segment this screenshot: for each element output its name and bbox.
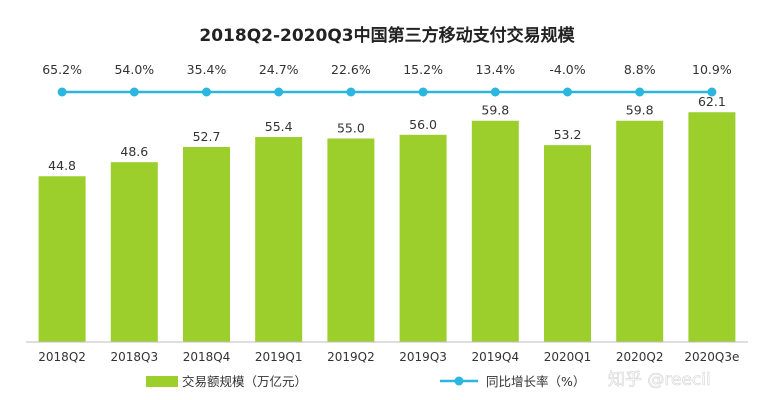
bar-value-label: 56.0 [409,117,437,132]
growth-rate-label: 35.4% [187,62,227,77]
growth-point-2019Q4 [490,87,500,97]
x-tick-label: 2020Q2 [616,350,664,364]
bar-value-label: 62.1 [698,94,726,109]
growth-rate-label: 54.0% [114,62,154,77]
x-axis-ticks: 2018Q2 2018Q3 2018Q4 2019Q1 2019Q2 2019Q3 2019… [38,350,739,364]
growth-rate-label: 10.9% [692,62,732,77]
bar-2020Q3e [688,112,736,342]
growth-rate-label: 22.6% [331,62,371,77]
bar-value-label: 59.8 [626,103,654,118]
growth-point-2018Q2 [57,87,67,97]
x-tick-label: 2018Q2 [38,350,86,364]
bar-2019Q3 [399,134,447,342]
growth-rate-series: 65.2% 54.0% 35.4% 24.7% 22.6% 15.2% 13.4% -4.0%… [42,62,732,97]
growth-point-2018Q4 [202,87,211,97]
growth-point-2018Q3 [129,87,139,97]
growth-point-2020Q1 [563,87,572,97]
bar-2019Q2 [327,138,375,342]
growth-rate-label: 65.2% [42,62,82,77]
growth-point-2019Q1 [274,87,284,97]
growth-rate-label: 24.7% [259,62,299,77]
bar-value-label: 52.7 [193,129,221,144]
growth-rate-label: 15.2% [403,62,443,77]
x-tick-label: 2019Q2 [327,350,375,364]
growth-rate-label: 13.4% [475,62,515,77]
bar-2020Q1 [544,145,591,342]
bar-value-label: 59.8 [481,103,509,118]
bar-value-label: 44.8 [48,158,76,173]
x-tick-label: 2019Q4 [471,350,519,364]
transaction-volume-series: 44.8 48.6 52.7 55.4 55.0 56.0 59.8 53.2 59.8 62.1 [38,94,736,343]
bar-2018Q2 [38,176,86,342]
bar-value-label: 53.2 [554,127,582,142]
x-tick-label: 2020Q1 [544,350,592,364]
bar-2018Q4 [183,147,230,342]
growth-rate-label: 8.8% [624,62,656,77]
growth-point-2020Q2 [635,87,645,97]
growth-rate-label: -4.0% [549,62,585,77]
bar-value-label: 55.4 [265,119,293,134]
x-tick-label: 2019Q1 [255,350,303,364]
x-tick-label: 2018Q3 [110,350,158,364]
bar-2019Q1 [255,137,303,342]
chart-title: 2018Q2-2020Q3中国第三方移动支付交易规模 [199,25,575,46]
legend-bar-swatch [146,376,178,387]
growth-point-2019Q3 [418,87,428,97]
growth-point-2019Q2 [346,87,356,97]
bar-value-label: 48.6 [120,144,148,159]
watermark: 知乎 @reecii [608,370,711,390]
legend-line-marker [454,376,464,386]
legend-line-label: 同比增长率（%） [486,374,585,389]
bar-2019Q4 [471,120,519,343]
x-tick-label: 2019Q3 [399,350,447,364]
legend-bar-label: 交易额规模（万亿元） [182,374,307,389]
bar-2020Q2 [616,120,664,343]
x-tick-label: 2018Q4 [183,350,231,364]
growth-point-2020Q3e [707,87,717,97]
legend: 交易额规模（万亿元） 同比增长率（%） [146,374,585,389]
bar-2018Q3 [110,162,158,342]
x-tick-label: 2020Q3e [684,350,739,364]
bar-value-label: 55.0 [337,121,365,136]
